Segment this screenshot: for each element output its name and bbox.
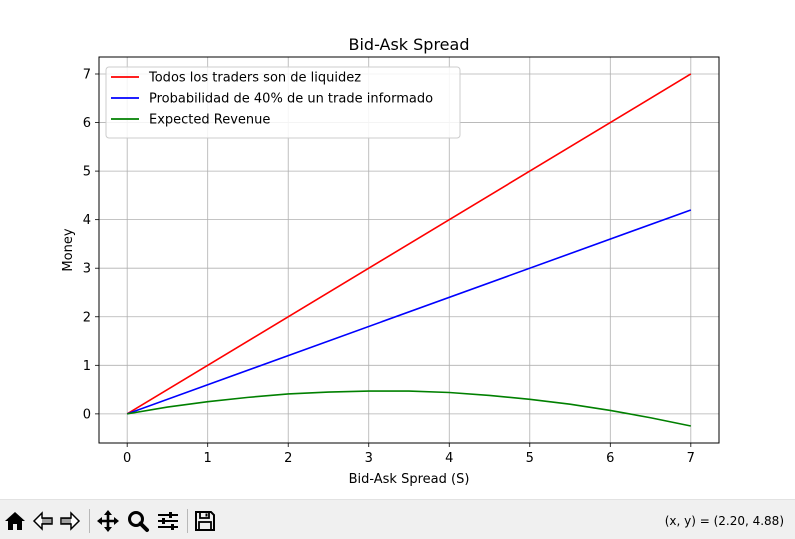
- y-tick-label: 1: [83, 359, 91, 374]
- chart-title: Bid-Ask Spread: [349, 35, 470, 54]
- floppy-disk-icon: [195, 511, 215, 531]
- x-tick-label: 2: [284, 451, 292, 466]
- configure-subplots-button[interactable]: [155, 508, 181, 534]
- forward-button[interactable]: [57, 508, 83, 534]
- zoom-button[interactable]: [125, 508, 151, 534]
- x-tick-label: 0: [123, 451, 131, 466]
- y-tick-label: 2: [83, 310, 91, 325]
- cursor-coordinates: (x, y) = (2.20, 4.88): [664, 514, 784, 528]
- y-ticks: 0 1 2 3 4 5 6 7: [83, 67, 99, 422]
- sliders-icon: [158, 512, 178, 530]
- line-chart: 0 1 2 3 4 5 6 7 0 1 2 3 4 5 6 7 Bid-Ask Spread Bid-Ask…: [61, 35, 720, 487]
- navigation-toolbar: (x, y) = (2.20, 4.88): [0, 499, 795, 539]
- y-tick-label: 0: [83, 407, 91, 422]
- x-tick-label: 6: [606, 451, 614, 466]
- y-tick-label: 3: [83, 262, 91, 277]
- magnifier-icon: [128, 511, 149, 532]
- series-line-3: [127, 390, 691, 427]
- move-icon: [97, 510, 119, 532]
- y-tick-label: 5: [83, 165, 91, 180]
- legend-label: Todos los traders son de liquidez: [148, 71, 361, 86]
- y-tick-label: 4: [83, 213, 91, 228]
- series-line-1: [126, 73, 692, 415]
- back-button[interactable]: [30, 508, 56, 534]
- pan-button[interactable]: [95, 508, 121, 534]
- legend: Todos los traders son de liquidez Probabi…: [105, 66, 461, 139]
- legend-label: Probabilidad de 40% de un trade informad…: [149, 92, 433, 107]
- series-line-2: [126, 209, 692, 415]
- toolbar-separator: [187, 509, 188, 533]
- y-axis-label: Money: [61, 228, 76, 271]
- x-tick-label: 3: [365, 451, 373, 466]
- grid: [99, 57, 719, 443]
- axes-frame: [98, 56, 720, 444]
- home-button[interactable]: [2, 508, 28, 534]
- x-tick-label: 5: [526, 451, 534, 466]
- arrow-left-icon: [32, 511, 53, 531]
- legend-label: Expected Revenue: [149, 113, 270, 128]
- arrow-right-icon: [60, 511, 81, 531]
- save-button[interactable]: [192, 508, 218, 534]
- x-tick-label: 4: [445, 451, 453, 466]
- series-lines: [126, 73, 692, 427]
- legend-box: [105, 66, 461, 139]
- x-axis-label: Bid-Ask Spread (S): [349, 472, 470, 487]
- y-tick-label: 7: [83, 67, 91, 82]
- x-tick-label: 1: [204, 451, 212, 466]
- x-tick-label: 7: [687, 451, 695, 466]
- toolbar-separator: [89, 509, 90, 533]
- x-ticks: 0 1 2 3 4 5 6 7: [123, 443, 695, 466]
- y-tick-label: 6: [83, 116, 91, 131]
- home-icon: [5, 512, 25, 530]
- figure: 0 1 2 3 4 5 6 7 0 1 2 3 4 5 6 7 Bid-Ask Spread Bid-Ask…: [61, 35, 720, 487]
